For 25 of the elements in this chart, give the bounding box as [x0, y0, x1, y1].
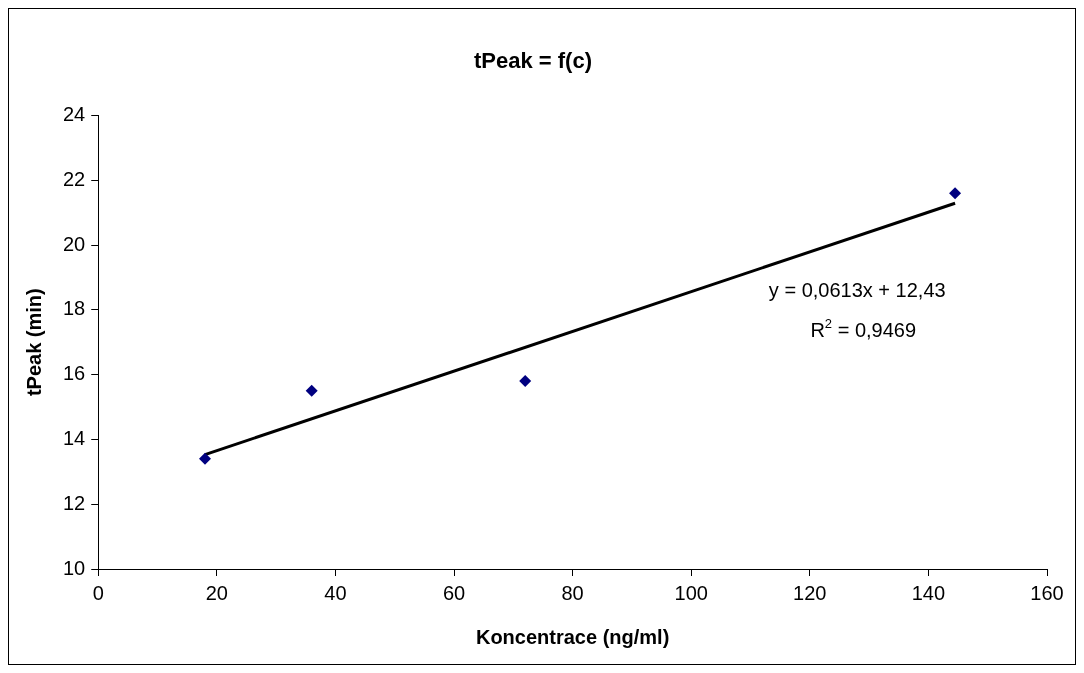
y-tick-label: 22	[63, 167, 86, 190]
y-tick-label: 24	[63, 102, 86, 125]
x-tick-label: 0	[92, 581, 104, 604]
x-tick-label: 160	[1030, 581, 1064, 604]
x-tick-label: 100	[674, 581, 708, 604]
y-tick-label: 18	[63, 297, 86, 320]
y-tick-label: 16	[63, 362, 86, 385]
x-tick-label: 40	[324, 581, 347, 604]
y-tick-label: 14	[63, 426, 86, 449]
annotation: y = 0,0613x + 12,43	[768, 279, 946, 302]
x-axis-title: Koncentrace (ng/ml)	[475, 625, 670, 648]
point	[305, 384, 318, 397]
point	[949, 187, 962, 200]
x-tick-label: 20	[205, 581, 228, 604]
x-tick-label: 120	[793, 581, 827, 604]
x-tick-label: 80	[561, 581, 584, 604]
y-tick-label: 10	[63, 556, 86, 579]
chart-title: tPeak = f(c)	[474, 48, 592, 74]
point	[198, 452, 211, 465]
x-tick-label: 60	[442, 581, 466, 604]
x-tick-label: 140	[911, 581, 946, 604]
y-tick-label: 12	[63, 491, 86, 514]
y-axis-title: tPeak (min)	[22, 288, 45, 397]
point	[519, 375, 532, 388]
y-tick-label: 20	[63, 232, 86, 255]
